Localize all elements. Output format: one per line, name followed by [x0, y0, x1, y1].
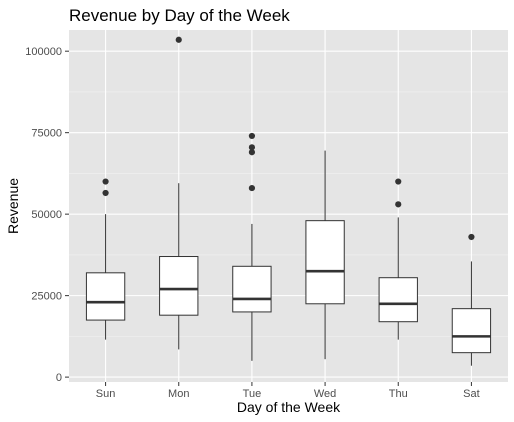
x-tick-label: Sat [463, 388, 480, 400]
box-iqr [159, 256, 199, 316]
box-iqr [232, 265, 272, 313]
box-iqr [305, 220, 345, 305]
box-wed [305, 150, 345, 360]
y-tick-label: 25000 [31, 291, 62, 303]
y-axis-title: Revenue [5, 178, 21, 234]
box-sun [85, 178, 126, 340]
x-tick-label: Wed [314, 388, 336, 400]
box-iqr [378, 277, 418, 323]
box-thu [378, 178, 418, 340]
outlier-point [468, 233, 475, 241]
outlier-point [248, 132, 256, 140]
y-tick-label: 100000 [25, 46, 62, 58]
outlier-point [102, 178, 109, 185]
outlier-point [102, 189, 109, 197]
y-axis: 0 25000 50000 75000 100000 [25, 46, 69, 384]
x-axis: Sun Mon Tue Wed Thu Sat [96, 382, 480, 400]
outlier-point [175, 36, 182, 43]
outlier-point [395, 201, 402, 208]
minor-gridlines [69, 91, 508, 337]
x-axis-title: Day of the Week [237, 399, 341, 415]
y-tick-label: 75000 [31, 128, 62, 140]
y-tick-label: 0 [56, 372, 62, 384]
x-tick-label: Tue [243, 388, 262, 400]
outlier-point [248, 184, 256, 192]
box-tue [232, 132, 272, 361]
x-tick-label: Sun [96, 388, 116, 400]
plot-panel [69, 30, 508, 382]
box-iqr [451, 308, 492, 354]
y-tick-label: 50000 [31, 209, 62, 221]
box-iqr [85, 272, 126, 321]
boxplot-series [85, 36, 492, 366]
outlier-point [248, 144, 256, 151]
outlier-point [395, 178, 402, 185]
box-mon [159, 36, 199, 350]
outlier-point [248, 149, 256, 156]
box-sat [451, 233, 492, 366]
chart-title: Revenue by Day of the Week [69, 6, 290, 25]
x-tick-label: Mon [168, 388, 189, 400]
x-tick-label: Thu [389, 388, 408, 400]
